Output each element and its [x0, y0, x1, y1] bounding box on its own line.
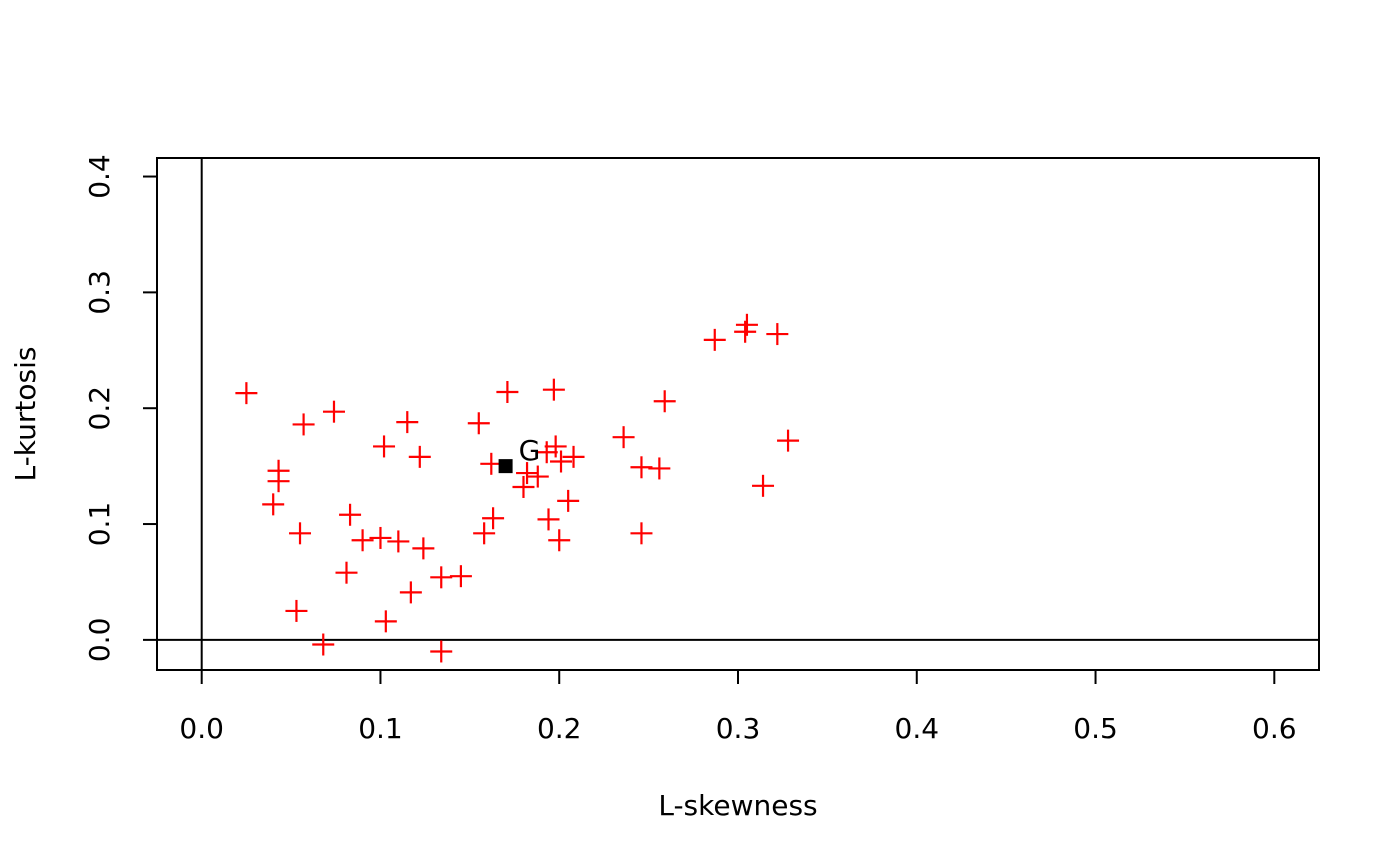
data-point: [516, 462, 539, 485]
y-tick-label: 0.1: [83, 502, 116, 547]
average-point: [498, 459, 513, 474]
y-tick-label: 0.4: [83, 154, 116, 199]
x-tick-label: 0.4: [895, 712, 940, 745]
data-point: [548, 529, 571, 552]
data-point: [544, 435, 567, 458]
data-point: [412, 537, 435, 560]
data-point: [766, 323, 789, 346]
data-point: [630, 456, 653, 479]
data-point: [449, 565, 472, 588]
data-point: [535, 441, 558, 464]
reference-lines: [157, 158, 1319, 670]
y-axis: 0.0 0.1 0.2 0.3 0.4: [83, 154, 158, 663]
data-point: [752, 474, 775, 497]
data-point: [289, 522, 312, 545]
data-points: [235, 313, 800, 663]
plot-frame: [156, 157, 1320, 671]
y-tick-label: 0.0: [83, 618, 116, 663]
data-point: [396, 411, 419, 434]
data-point: [557, 489, 580, 512]
data-point: [562, 445, 585, 468]
data-point: [408, 445, 431, 468]
data-point: [496, 380, 519, 403]
data-point: [399, 581, 422, 604]
data-point: [550, 450, 573, 473]
data-point: [335, 561, 358, 584]
data-point: [373, 435, 396, 458]
x-tick-label: 0.2: [537, 712, 582, 745]
data-point: [612, 426, 635, 449]
x-axis: 0.0 0.1 0.2 0.3 0.4 0.5 0.6: [179, 670, 1297, 745]
data-point: [292, 413, 315, 436]
data-point: [542, 378, 565, 401]
data-point: [369, 526, 392, 549]
data-point: [467, 412, 490, 435]
data-point: [430, 640, 453, 663]
x-tick-label: 0.6: [1252, 712, 1297, 745]
data-point: [387, 530, 410, 553]
x-tick-label: 0.0: [179, 712, 224, 745]
x-tick-label: 0.1: [358, 712, 403, 745]
data-point: [630, 522, 653, 545]
data-point: [322, 400, 345, 423]
data-point: [735, 313, 758, 336]
data-point: [351, 529, 374, 552]
data-point: [267, 470, 290, 493]
data-point: [777, 429, 800, 452]
average-point-label: G: [519, 434, 541, 467]
y-tick-label: 0.3: [83, 270, 116, 315]
average-point-group: G: [498, 434, 541, 474]
data-point: [473, 522, 496, 545]
data-point: [648, 457, 671, 480]
x-tick-label: 0.3: [716, 712, 761, 745]
data-point: [537, 508, 560, 531]
data-point: [285, 599, 308, 622]
data-point: [312, 633, 335, 656]
data-point: [339, 503, 362, 526]
data-point: [430, 566, 453, 589]
data-point: [653, 390, 676, 413]
y-tick-label: 0.2: [83, 386, 116, 431]
data-point: [512, 475, 535, 498]
data-point: [262, 493, 285, 516]
data-point: [374, 610, 397, 633]
y-axis-label: L-kurtosis: [9, 347, 42, 482]
data-point: [482, 507, 505, 530]
data-point: [526, 465, 549, 488]
data-point: [703, 328, 726, 351]
data-point: [235, 382, 258, 405]
x-axis-label: L-skewness: [658, 789, 817, 822]
x-tick-label: 0.5: [1073, 712, 1118, 745]
